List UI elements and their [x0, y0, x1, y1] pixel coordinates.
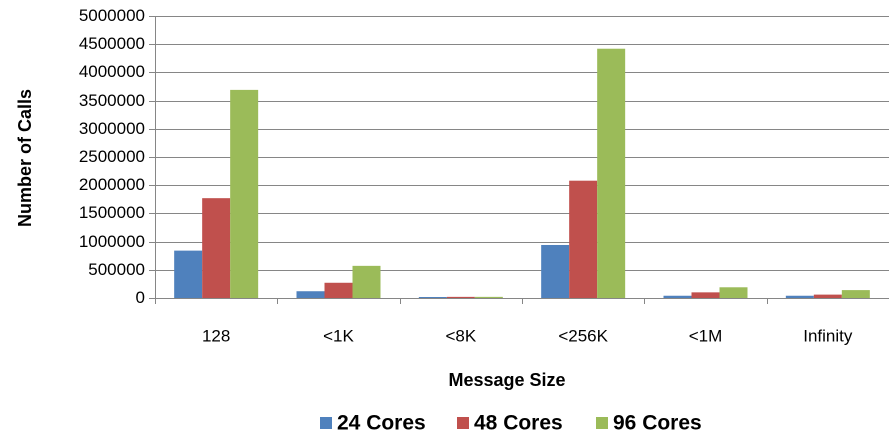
- x-tick-label: 128: [202, 326, 230, 345]
- x-tick-label: <256K: [558, 326, 608, 345]
- x-tick-labels: 128 <1K <8K <256K <1M Infinity: [202, 326, 853, 345]
- x-tick-label: <1K: [323, 326, 354, 345]
- x-tick-label: <1M: [689, 326, 723, 345]
- bars: [174, 48, 870, 298]
- bar: [691, 292, 720, 298]
- bar: [813, 294, 842, 298]
- bar: [541, 244, 570, 298]
- y-tick-labels: 0 500000 1000000 1500000 2000000 2500000 30000…: [79, 6, 145, 307]
- y-tick-label: 0: [136, 288, 145, 307]
- bar: [446, 296, 475, 298]
- x-axis-title: Message Size: [448, 370, 565, 390]
- bar: [418, 297, 447, 298]
- x-tick-label: Infinity: [803, 326, 853, 345]
- y-tick-label: 5000000: [79, 6, 145, 25]
- bar: [719, 287, 748, 298]
- bar: [841, 290, 870, 298]
- y-tick-label: 3000000: [79, 119, 145, 138]
- bar: [296, 291, 325, 298]
- bar: [597, 48, 626, 298]
- legend-label: 48 Cores: [474, 412, 563, 435]
- bar: [324, 282, 353, 298]
- bar: [230, 89, 259, 298]
- legend-label: 24 Cores: [337, 412, 426, 435]
- y-tick-label: 2500000: [79, 147, 145, 166]
- bar: [569, 180, 598, 298]
- bar: [352, 265, 381, 298]
- legend-label: 96 Cores: [613, 412, 702, 435]
- legend-swatch: [320, 417, 332, 429]
- bar: [474, 296, 503, 298]
- x-tick-label: <8K: [445, 326, 476, 345]
- y-tick-label: 4500000: [79, 34, 145, 53]
- bar: [174, 250, 203, 298]
- bar: [202, 198, 231, 298]
- y-tick-label: 1500000: [79, 203, 145, 222]
- y-tick-label: 2000000: [79, 175, 145, 194]
- y-tick-label: 4000000: [79, 62, 145, 81]
- legend-swatch: [596, 417, 608, 429]
- y-tick-label: 3500000: [79, 91, 145, 110]
- legend-swatch: [457, 417, 469, 429]
- legend: 24 Cores 48 Cores 96 Cores: [320, 412, 702, 435]
- bar: [663, 295, 692, 298]
- y-tick-label: 500000: [88, 260, 145, 279]
- y-tick-label: 1000000: [79, 232, 145, 251]
- bar: [785, 295, 814, 298]
- gridlines: [155, 16, 889, 271]
- axes: [149, 16, 889, 304]
- y-axis-title: Number of Calls: [15, 89, 35, 227]
